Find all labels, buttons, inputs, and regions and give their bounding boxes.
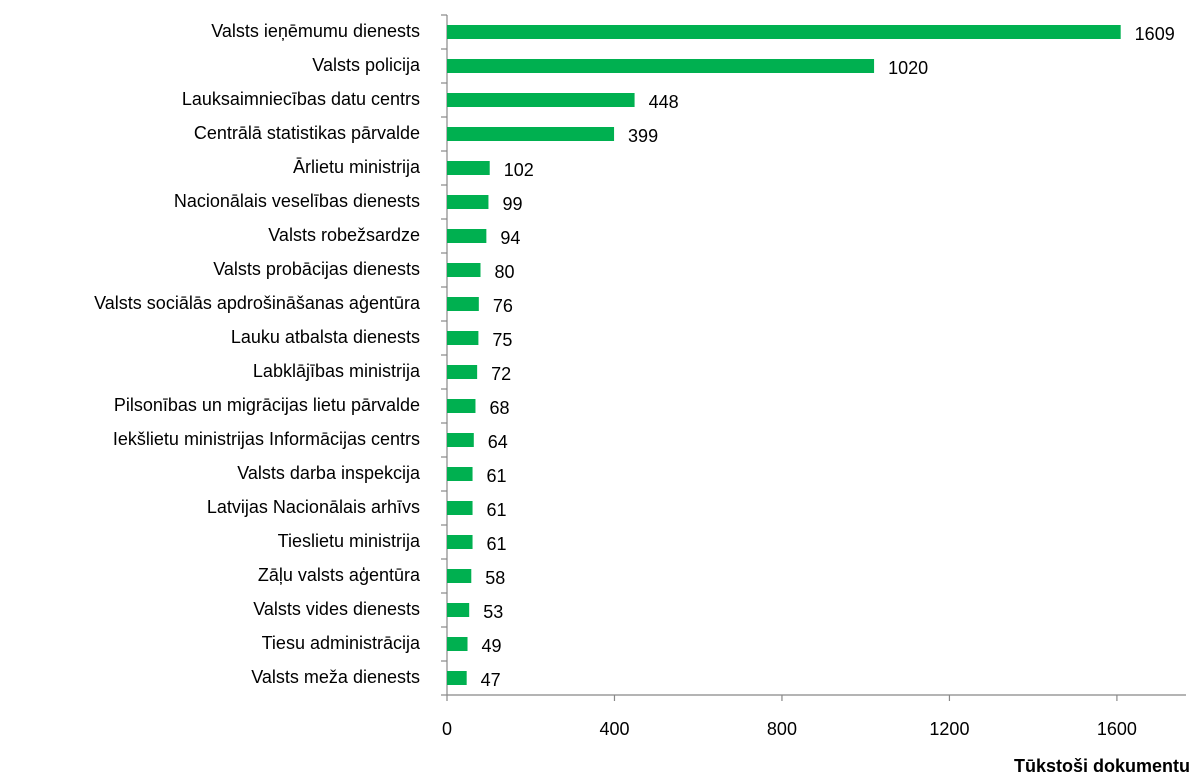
bar (447, 501, 473, 515)
x-tick-label: 400 (599, 719, 629, 739)
value-label: 94 (500, 228, 520, 248)
y-tick-label: Nacionālais veselības dienests (174, 191, 420, 211)
y-tick-label: Pilsonības un migrācijas lietu pārvalde (114, 395, 420, 415)
value-label: 399 (628, 126, 658, 146)
bar (447, 433, 474, 447)
bar (447, 365, 478, 379)
x-tick-label: 800 (767, 719, 797, 739)
bar (447, 569, 472, 583)
y-tick-label: Centrālā statistikas pārvalde (194, 123, 420, 143)
y-tick-label: Lauku atbalsta dienests (231, 327, 420, 347)
bar (447, 229, 487, 243)
value-label: 448 (649, 92, 679, 112)
bar (447, 93, 635, 107)
bar (447, 399, 476, 413)
y-tick-label: Valsts policija (312, 55, 421, 75)
bar (447, 603, 470, 617)
value-label: 53 (483, 602, 503, 622)
value-label: 49 (482, 636, 502, 656)
value-label: 61 (487, 466, 507, 486)
bar (447, 297, 479, 311)
value-label: 76 (493, 296, 513, 316)
value-label: 99 (502, 194, 522, 214)
x-axis-title: Tūkstoši dokumentu (1014, 756, 1190, 776)
value-label: 61 (487, 500, 507, 520)
y-tick-label: Valsts sociālās apdrošināšanas aģentūra (94, 293, 421, 313)
value-label: 64 (488, 432, 508, 452)
bar (447, 671, 467, 685)
y-tick-label: Tieslietu ministrija (278, 531, 421, 551)
y-tick-label: Valsts probācijas dienests (213, 259, 420, 279)
value-label: 47 (481, 670, 501, 690)
bar (447, 195, 489, 209)
value-label: 68 (489, 398, 509, 418)
y-tick-label: Valsts ieņēmumu dienests (211, 21, 420, 41)
y-tick-label: Latvijas Nacionālais arhīvs (207, 497, 420, 517)
y-tick-label: Valsts darba inspekcija (237, 463, 421, 483)
value-label: 80 (494, 262, 514, 282)
y-tick-label: Valsts vides dienests (253, 599, 420, 619)
x-tick-label: 0 (442, 719, 452, 739)
bar (447, 161, 490, 175)
x-tick-label: 1600 (1097, 719, 1137, 739)
bar (447, 127, 615, 141)
y-tick-label: Zāļu valsts aģentūra (258, 565, 421, 585)
y-tick-label: Valsts meža dienests (251, 667, 420, 687)
y-tick-label: Tiesu administrācija (262, 633, 421, 653)
x-tick-label: 1200 (929, 719, 969, 739)
value-label: 72 (491, 364, 511, 384)
bar (447, 535, 473, 549)
value-label: 75 (492, 330, 512, 350)
value-label: 1609 (1135, 24, 1175, 44)
bar (447, 263, 481, 277)
value-label: 61 (487, 534, 507, 554)
bar (447, 25, 1121, 39)
value-label: 1020 (888, 58, 928, 78)
y-tick-label: Ārlietu ministrija (293, 157, 421, 177)
bar (447, 331, 479, 345)
y-tick-label: Lauksaimniecības datu centrs (182, 89, 420, 109)
value-label: 102 (504, 160, 534, 180)
value-label: 58 (485, 568, 505, 588)
y-tick-label: Iekšlietu ministrijas Informācijas centr… (113, 429, 420, 449)
bar (447, 467, 473, 481)
bar (447, 59, 875, 73)
y-tick-label: Labklājības ministrija (253, 361, 421, 381)
bar (447, 637, 468, 651)
y-tick-label: Valsts robežsardze (268, 225, 420, 245)
